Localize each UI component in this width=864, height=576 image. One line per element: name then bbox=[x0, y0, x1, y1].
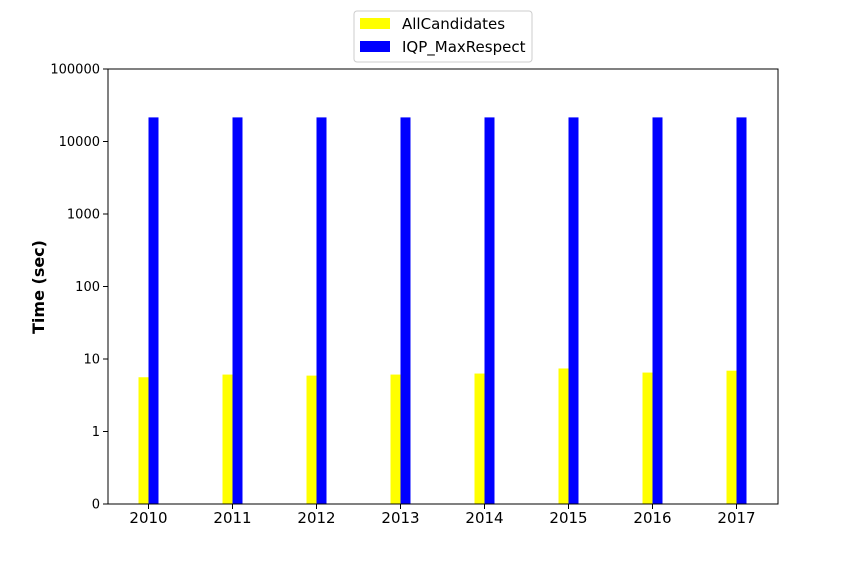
legend-swatch-iqp-maxrespect bbox=[360, 41, 390, 52]
bar-allcandidates-2015 bbox=[558, 368, 569, 504]
legend-label-iqp-maxrespect: IQP_MaxRespect bbox=[402, 38, 526, 57]
y-tick-label: 10 bbox=[83, 353, 100, 368]
bar-allcandidates-2014 bbox=[474, 373, 485, 504]
bar-iqp-maxrespect-2010 bbox=[148, 117, 159, 505]
bar-allcandidates-2011 bbox=[222, 374, 233, 504]
y-tick-label: 100 bbox=[75, 280, 100, 295]
y-tick-label: 100000 bbox=[50, 63, 100, 78]
bar-iqp-maxrespect-2012 bbox=[316, 117, 327, 505]
legend-box bbox=[353, 10, 533, 63]
x-tick-label: 2017 bbox=[717, 509, 755, 527]
bars-group bbox=[138, 117, 747, 505]
y-tick-label: 1 bbox=[92, 425, 100, 440]
bar-allcandidates-2010 bbox=[138, 377, 149, 504]
bar-iqp-maxrespect-2013 bbox=[400, 117, 411, 505]
bar-iqp-maxrespect-2017 bbox=[736, 117, 747, 505]
bar-iqp-maxrespect-2016 bbox=[652, 117, 663, 505]
x-tick-label: 2016 bbox=[633, 509, 671, 527]
x-tick-label: 2012 bbox=[297, 509, 335, 527]
legend-label-allcandidates: AllCandidates bbox=[402, 15, 505, 33]
bar-iqp-maxrespect-2014 bbox=[484, 117, 495, 505]
y-axis-title: Time (sec) bbox=[29, 240, 48, 334]
legend: AllCandidates IQP_MaxRespect bbox=[353, 10, 533, 63]
y-tick-label: 0 bbox=[92, 498, 100, 513]
x-axis: 2010 2011 2012 2013 2014 2015 2016 2017 bbox=[129, 504, 756, 527]
x-tick-label: 2010 bbox=[129, 509, 167, 527]
bar-iqp-maxrespect-2011 bbox=[232, 117, 243, 505]
x-tick-label: 2011 bbox=[213, 509, 251, 527]
x-tick-label: 2015 bbox=[549, 509, 587, 527]
legend-swatch-allcandidates bbox=[360, 18, 390, 29]
bar-allcandidates-2016 bbox=[642, 372, 653, 504]
bar-iqp-maxrespect-2015 bbox=[568, 117, 579, 505]
bar-allcandidates-2012 bbox=[306, 375, 317, 504]
y-tick-label: 1000 bbox=[67, 208, 100, 223]
y-axis: 0 1 10 100 1000 10000 100000 bbox=[50, 63, 108, 513]
y-tick-label: 10000 bbox=[59, 135, 100, 150]
x-tick-label: 2014 bbox=[465, 509, 503, 527]
x-tick-label: 2013 bbox=[381, 509, 419, 527]
bar-allcandidates-2013 bbox=[390, 374, 401, 504]
bar-allcandidates-2017 bbox=[726, 370, 737, 504]
